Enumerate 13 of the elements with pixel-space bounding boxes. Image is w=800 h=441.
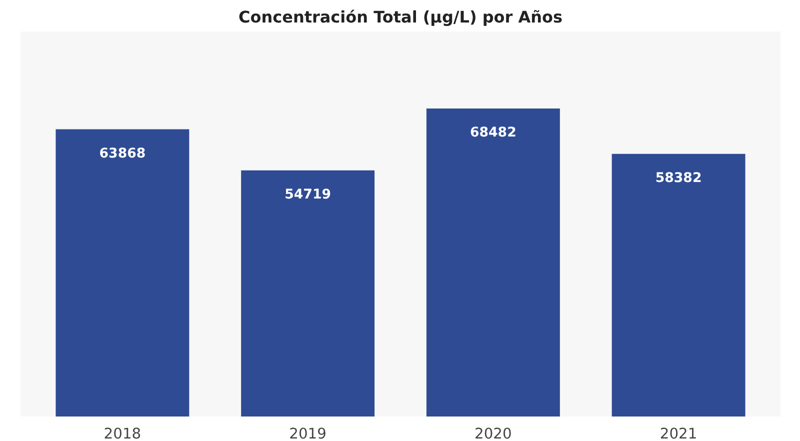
data-label: 58382 [655, 170, 702, 186]
x-tick-label: 2019 [289, 426, 326, 441]
bar [612, 154, 746, 416]
x-tick-label: 2021 [660, 426, 698, 441]
bar [241, 170, 375, 416]
bar [56, 129, 190, 416]
data-label: 54719 [284, 187, 332, 202]
chart-title: Concentración Total (µg/L) por Años [238, 8, 563, 26]
data-label: 68482 [470, 126, 516, 140]
x-tick-label: 2020 [474, 426, 512, 441]
x-tick-label: 2018 [104, 426, 142, 441]
bar [426, 108, 560, 416]
data-label: 63868 [99, 146, 146, 162]
